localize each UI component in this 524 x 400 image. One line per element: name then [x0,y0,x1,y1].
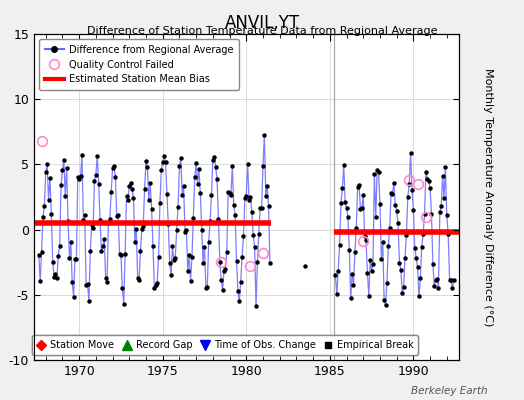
Y-axis label: Monthly Temperature Anomaly Difference (°C): Monthly Temperature Anomaly Difference (… [483,68,493,326]
Text: Difference of Station Temperature Data from Regional Average: Difference of Station Temperature Data f… [87,26,437,36]
Text: Berkeley Earth: Berkeley Earth [411,386,487,396]
Text: ANVIL,YT: ANVIL,YT [224,14,300,32]
Legend: Station Move, Record Gap, Time of Obs. Change, Empirical Break: Station Move, Record Gap, Time of Obs. C… [31,336,419,355]
